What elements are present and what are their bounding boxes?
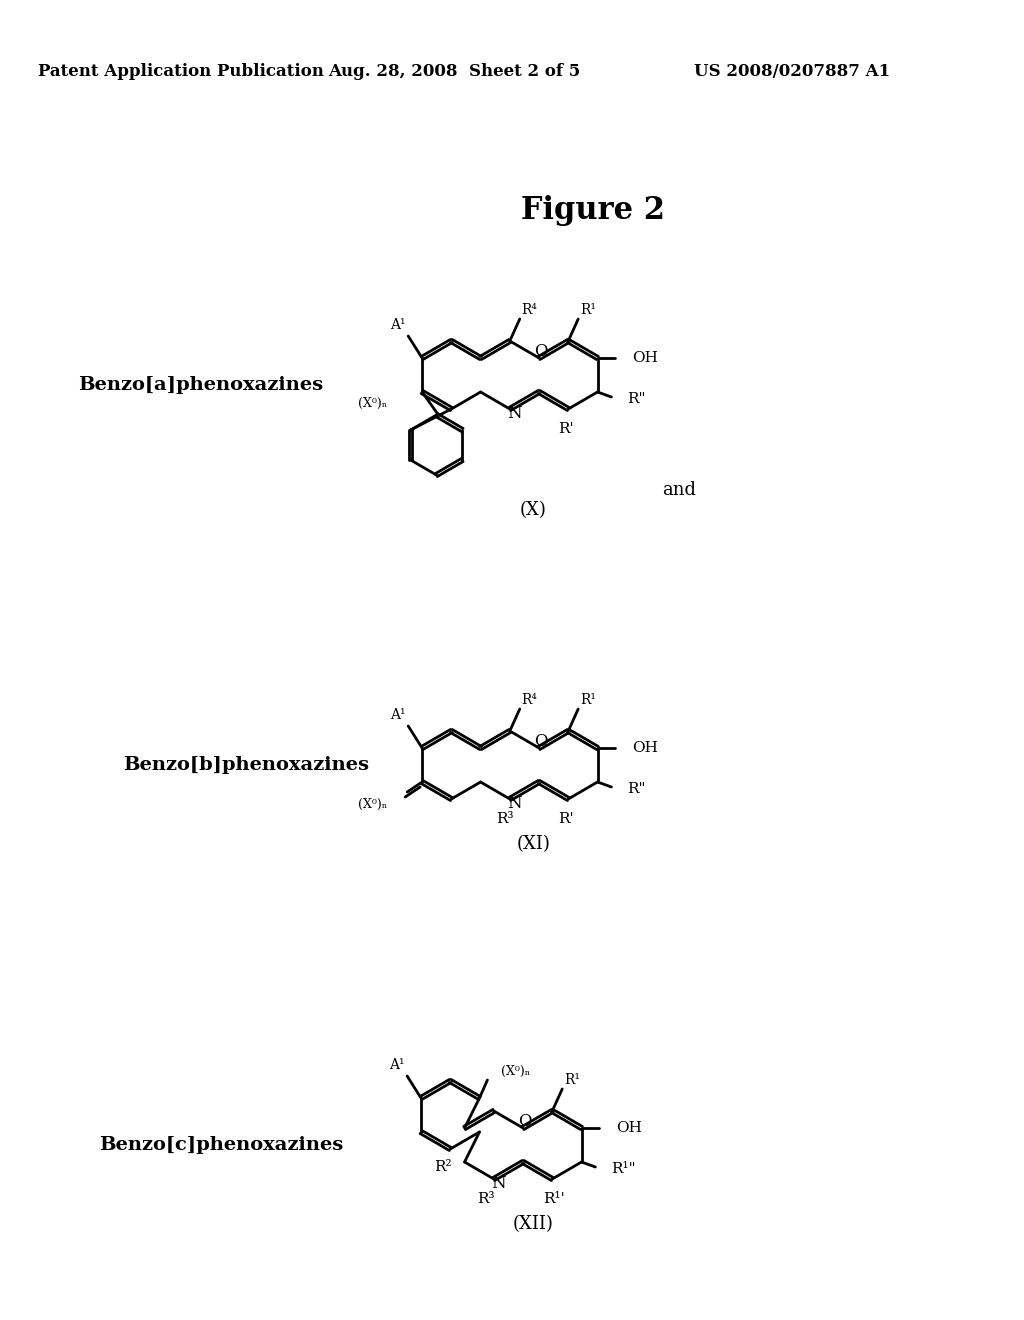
Text: R': R' bbox=[558, 812, 574, 826]
Text: Benzo[b]phenoxazines: Benzo[b]phenoxazines bbox=[123, 756, 369, 774]
Text: A¹: A¹ bbox=[390, 318, 407, 333]
Text: R": R" bbox=[628, 392, 646, 407]
Text: O: O bbox=[518, 1113, 531, 1130]
Text: R¹': R¹' bbox=[544, 1192, 565, 1206]
Text: R¹: R¹ bbox=[581, 304, 596, 317]
Text: R²: R² bbox=[434, 1160, 452, 1173]
Text: (X⁰)ₙ: (X⁰)ₙ bbox=[358, 797, 387, 810]
Text: R³: R³ bbox=[477, 1192, 495, 1206]
Text: (X⁰)ₙ: (X⁰)ₙ bbox=[502, 1064, 530, 1077]
Text: R⁴: R⁴ bbox=[522, 693, 538, 708]
Text: R³: R³ bbox=[496, 812, 514, 826]
Text: (X⁰)ₙ: (X⁰)ₙ bbox=[358, 397, 387, 411]
Text: O: O bbox=[535, 733, 548, 750]
Text: Aug. 28, 2008  Sheet 2 of 5: Aug. 28, 2008 Sheet 2 of 5 bbox=[328, 63, 581, 81]
Text: (XI): (XI) bbox=[516, 836, 551, 853]
Text: N: N bbox=[508, 404, 522, 421]
Text: R¹": R¹" bbox=[611, 1162, 636, 1176]
Text: OH: OH bbox=[632, 741, 658, 755]
Text: Figure 2: Figure 2 bbox=[521, 194, 666, 226]
Text: A¹: A¹ bbox=[389, 1059, 404, 1072]
Text: R⁴: R⁴ bbox=[522, 304, 538, 317]
Text: (XII): (XII) bbox=[513, 1214, 554, 1233]
Text: OH: OH bbox=[616, 1121, 642, 1135]
Text: R": R" bbox=[628, 781, 646, 796]
Text: N: N bbox=[492, 1175, 506, 1192]
Text: R¹: R¹ bbox=[564, 1073, 580, 1086]
Text: (X): (X) bbox=[520, 502, 547, 519]
Text: R': R' bbox=[558, 422, 574, 436]
Text: R¹: R¹ bbox=[581, 693, 596, 708]
Text: Benzo[a]phenoxazines: Benzo[a]phenoxazines bbox=[79, 376, 324, 393]
Text: US 2008/0207887 A1: US 2008/0207887 A1 bbox=[693, 63, 890, 81]
Text: and: and bbox=[663, 480, 696, 499]
Text: OH: OH bbox=[632, 351, 658, 366]
Text: Patent Application Publication: Patent Application Publication bbox=[38, 63, 324, 81]
Text: A¹: A¹ bbox=[390, 708, 407, 722]
Text: Benzo[c]phenoxazines: Benzo[c]phenoxazines bbox=[98, 1137, 343, 1154]
Text: O: O bbox=[535, 342, 548, 359]
Text: N: N bbox=[508, 795, 522, 812]
